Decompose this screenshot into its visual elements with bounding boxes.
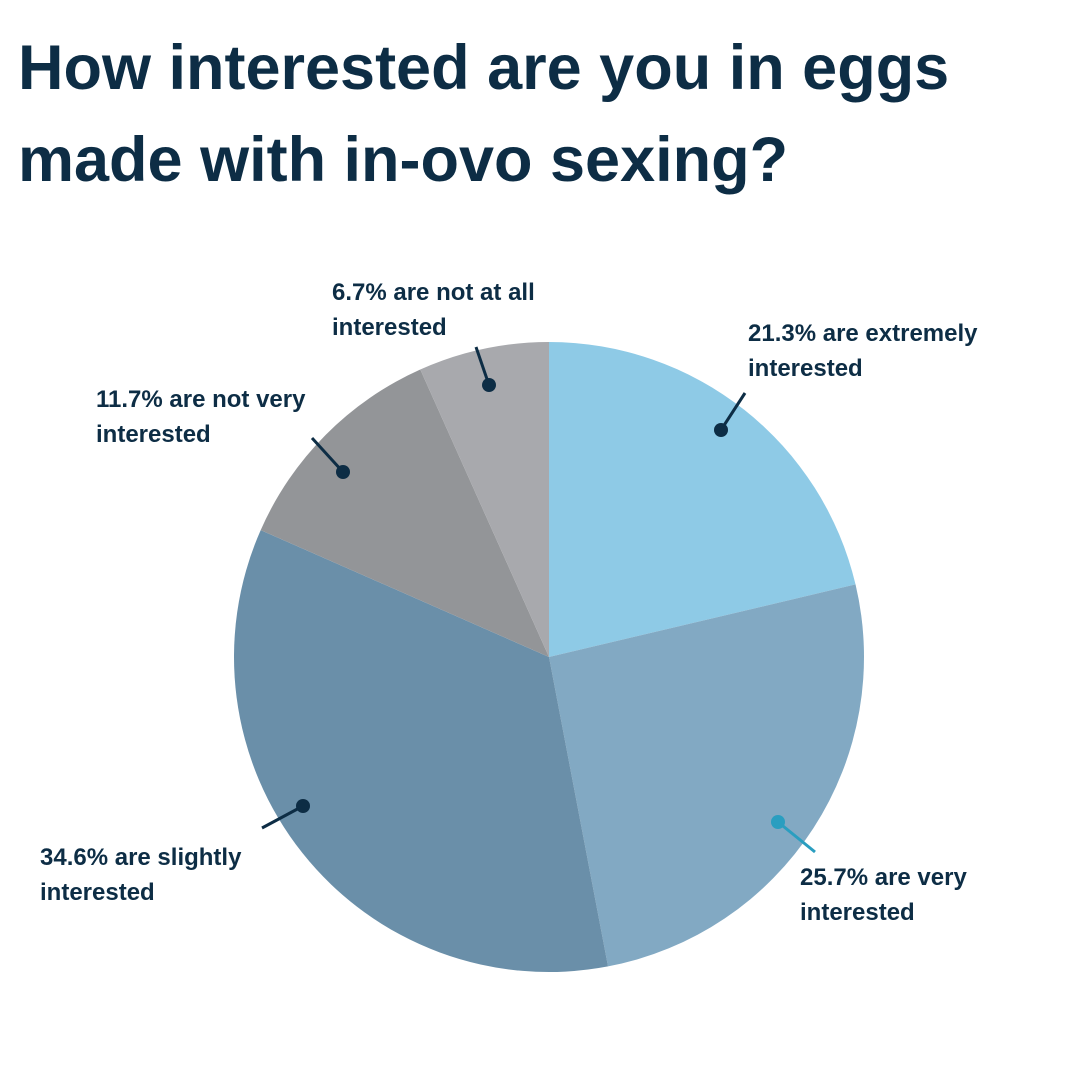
- data-label: 25.7% are very interested: [800, 864, 967, 926]
- pie-slice: [549, 342, 856, 657]
- leader-line: [310, 436, 345, 474]
- leader-dot: [714, 423, 728, 437]
- chart-title: How interested are you in eggs made with…: [18, 33, 950, 195]
- leader-dot: [296, 799, 310, 813]
- pie-slice: [549, 584, 864, 967]
- leader-dot: [771, 815, 785, 829]
- data-label: 21.3% are extremely interested: [748, 320, 978, 382]
- leader-dot: [482, 378, 496, 392]
- pie-slice: [260, 369, 549, 657]
- pie-slice: [420, 342, 549, 657]
- leader-dot: [336, 465, 350, 479]
- leader-line: [719, 392, 747, 431]
- pie-slice: [234, 530, 609, 972]
- leader-line: [777, 820, 816, 854]
- data-label: 6.7% are not at all interested: [332, 279, 535, 341]
- data-label: 34.6% are slightly interested: [40, 844, 242, 906]
- leader-line: [261, 804, 304, 830]
- data-label: 11.7% are not very interested: [96, 386, 306, 448]
